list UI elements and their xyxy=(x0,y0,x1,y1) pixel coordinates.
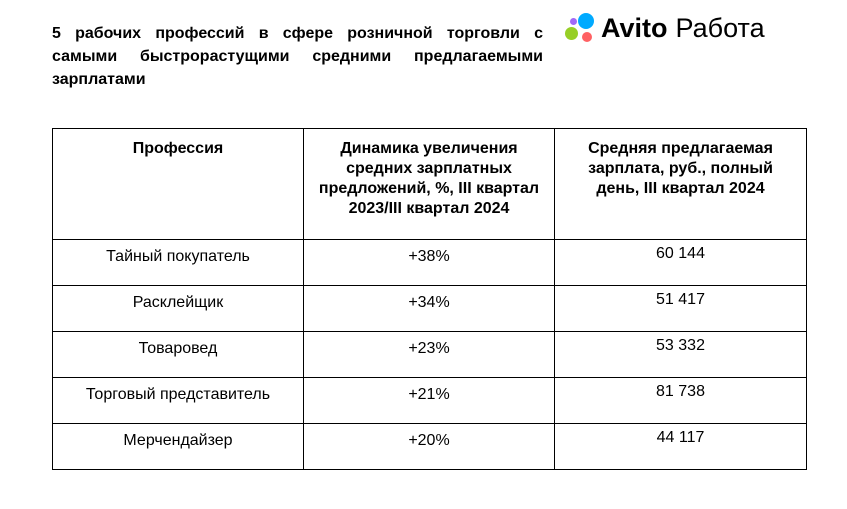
table-row: Товаровед +23% 53 332 xyxy=(52,331,807,378)
cell-salary: 44 117 xyxy=(554,423,807,470)
cell-salary: 53 332 xyxy=(554,331,807,378)
cell-growth: +20% xyxy=(303,423,555,470)
cell-profession: Торговый представитель xyxy=(52,377,304,424)
header-profession: Профессия xyxy=(52,128,304,240)
avito-rabota-logo: Avito Работа xyxy=(565,12,765,44)
cell-salary: 60 144 xyxy=(554,239,807,286)
logo-brand: Avito xyxy=(601,13,668,43)
cell-growth: +38% xyxy=(303,239,555,286)
cell-growth: +34% xyxy=(303,285,555,332)
page-title: 5 рабочих профессий в сфере розничной то… xyxy=(52,25,543,88)
table-row: Мерчендайзер +20% 44 117 xyxy=(52,423,807,470)
table-header-row: Профессия Динамика увеличения средних за… xyxy=(52,128,807,240)
cell-profession: Расклейщик xyxy=(52,285,304,332)
cell-growth: +23% xyxy=(303,331,555,378)
table-row: Тайный покупатель +38% 60 144 xyxy=(52,239,807,286)
avito-dots-icon xyxy=(565,13,595,43)
cell-profession: Товаровед xyxy=(52,331,304,378)
header-salary: Средняя предлагаемая зарплата, руб., пол… xyxy=(554,128,807,240)
cell-salary: 51 417 xyxy=(554,285,807,332)
cell-salary: 81 738 xyxy=(554,377,807,424)
table-row: Торговый представитель +21% 81 738 xyxy=(52,377,807,424)
cell-profession: Тайный покупатель xyxy=(52,239,304,286)
cell-growth: +21% xyxy=(303,377,555,424)
table-row: Расклейщик +34% 51 417 xyxy=(52,285,807,332)
header-growth: Динамика увеличения средних зарплатных п… xyxy=(303,128,555,240)
logo-subtitle: Работа xyxy=(675,13,765,43)
cell-profession: Мерчендайзер xyxy=(52,423,304,470)
salary-table: Профессия Динамика увеличения средних за… xyxy=(52,128,807,470)
